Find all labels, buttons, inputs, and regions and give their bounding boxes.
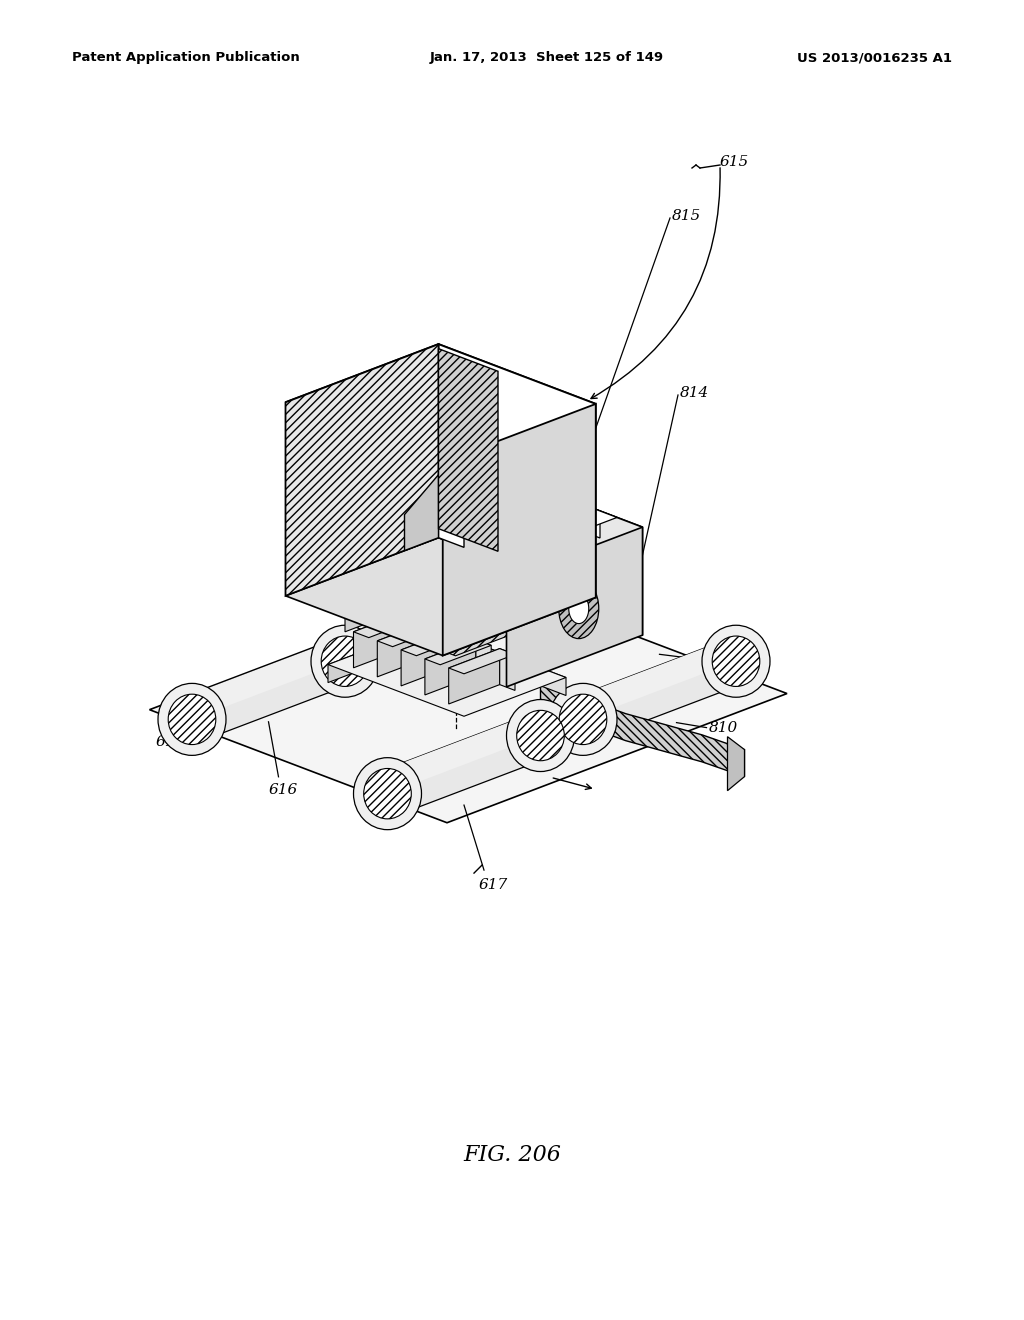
Ellipse shape bbox=[549, 684, 617, 755]
Text: 617: 617 bbox=[479, 878, 508, 892]
Text: FIG. 206: FIG. 206 bbox=[463, 1144, 561, 1166]
Ellipse shape bbox=[322, 636, 369, 686]
Polygon shape bbox=[345, 582, 541, 656]
Text: US 2013/0016235 A1: US 2013/0016235 A1 bbox=[797, 51, 952, 65]
Text: Patent Application Publication: Patent Application Publication bbox=[72, 51, 300, 65]
Polygon shape bbox=[387, 710, 541, 818]
Text: Jan. 17, 2013  Sheet 125 of 149: Jan. 17, 2013 Sheet 125 of 149 bbox=[430, 51, 665, 65]
Polygon shape bbox=[438, 502, 642, 579]
Polygon shape bbox=[150, 581, 787, 822]
Text: 815: 815 bbox=[672, 209, 701, 223]
Ellipse shape bbox=[559, 578, 599, 639]
Polygon shape bbox=[442, 404, 596, 656]
Ellipse shape bbox=[507, 550, 574, 623]
Text: 618: 618 bbox=[359, 554, 388, 569]
Ellipse shape bbox=[353, 758, 422, 830]
Polygon shape bbox=[377, 622, 428, 677]
Polygon shape bbox=[438, 345, 596, 598]
Polygon shape bbox=[387, 562, 541, 671]
Polygon shape bbox=[453, 631, 467, 672]
Polygon shape bbox=[428, 622, 443, 663]
Polygon shape bbox=[583, 636, 736, 719]
Polygon shape bbox=[583, 636, 736, 744]
Ellipse shape bbox=[702, 626, 770, 697]
Polygon shape bbox=[430, 626, 566, 696]
Polygon shape bbox=[328, 626, 430, 682]
Polygon shape bbox=[449, 648, 500, 704]
Text: 611: 611 bbox=[156, 735, 184, 750]
Polygon shape bbox=[286, 537, 596, 656]
Polygon shape bbox=[353, 612, 404, 668]
Ellipse shape bbox=[507, 700, 574, 771]
Polygon shape bbox=[574, 502, 600, 539]
Polygon shape bbox=[345, 582, 430, 632]
Polygon shape bbox=[574, 502, 642, 635]
Polygon shape bbox=[507, 527, 642, 686]
Polygon shape bbox=[476, 640, 492, 681]
Ellipse shape bbox=[168, 694, 216, 744]
Polygon shape bbox=[387, 710, 541, 793]
Ellipse shape bbox=[568, 594, 589, 623]
Ellipse shape bbox=[353, 609, 422, 681]
Polygon shape bbox=[404, 475, 438, 550]
Polygon shape bbox=[404, 612, 420, 655]
Polygon shape bbox=[438, 348, 498, 552]
Polygon shape bbox=[286, 345, 438, 595]
Text: 814: 814 bbox=[680, 385, 710, 400]
Polygon shape bbox=[541, 682, 744, 776]
Polygon shape bbox=[549, 504, 617, 531]
Text: 812: 812 bbox=[336, 645, 365, 659]
Ellipse shape bbox=[517, 710, 564, 760]
Polygon shape bbox=[328, 626, 566, 717]
Ellipse shape bbox=[559, 694, 607, 744]
Polygon shape bbox=[377, 622, 443, 647]
Ellipse shape bbox=[158, 684, 226, 755]
Polygon shape bbox=[425, 640, 492, 665]
Polygon shape bbox=[449, 648, 515, 673]
Ellipse shape bbox=[364, 620, 412, 671]
Text: 810: 810 bbox=[709, 721, 737, 735]
Ellipse shape bbox=[517, 562, 564, 612]
Ellipse shape bbox=[364, 768, 412, 818]
Polygon shape bbox=[286, 345, 596, 462]
Polygon shape bbox=[387, 562, 541, 645]
Ellipse shape bbox=[311, 626, 379, 697]
Ellipse shape bbox=[713, 636, 760, 686]
Polygon shape bbox=[500, 648, 515, 690]
Polygon shape bbox=[727, 737, 744, 791]
Polygon shape bbox=[353, 612, 420, 638]
Polygon shape bbox=[191, 636, 345, 744]
Text: 44: 44 bbox=[559, 624, 579, 639]
Text: 619: 619 bbox=[701, 657, 731, 672]
Polygon shape bbox=[191, 636, 345, 719]
Text: 616: 616 bbox=[268, 783, 298, 797]
Text: 615: 615 bbox=[720, 154, 750, 169]
Polygon shape bbox=[430, 582, 541, 642]
Polygon shape bbox=[401, 631, 467, 656]
Polygon shape bbox=[438, 483, 464, 548]
Polygon shape bbox=[401, 631, 453, 686]
Polygon shape bbox=[425, 640, 476, 694]
